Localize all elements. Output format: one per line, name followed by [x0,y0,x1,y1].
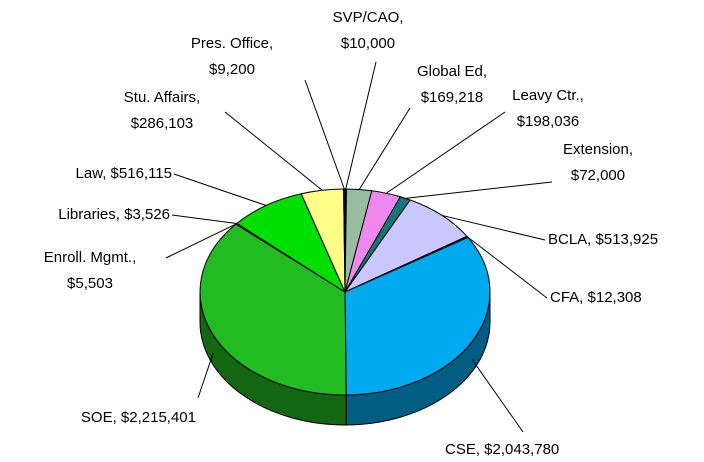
label-line: Global Ed, [417,63,487,80]
leader-line [358,107,411,190]
data-label: Enroll. Mgmt., $5,503 [44,249,137,292]
data-label: Global Ed, $169,218 [417,63,487,106]
data-label: Extension, $72,000 [563,141,633,184]
label-line: Pres. Office, [191,35,273,52]
data-label: SOE, $2,215,401 [81,409,196,426]
label-line: $9,200 [209,61,255,78]
pie-slice [199,223,347,396]
label-line: $286,103 [131,115,194,132]
data-label: BCLA, $513,925 [548,231,658,248]
leader-line [405,181,553,199]
pie-slice [344,236,491,396]
leader-line [304,79,345,190]
leader-line [386,111,506,194]
data-label: CFA, $12,308 [550,289,642,306]
pie-tops [199,188,491,396]
leader-line [345,61,377,190]
data-label: Stu. Affairs, $286,103 [124,89,200,132]
label-line: Enroll. Mgmt., [44,249,137,266]
leader-line [471,359,524,433]
data-label: SVP/CAO, $10,000 [333,9,404,52]
leader-line [441,214,546,241]
data-label: Law, $516,115 [76,165,172,182]
labels: SVP/CAO, $10,000 Global Ed, $169,218 Leavy C… [44,9,658,458]
label-line: $5,503 [67,275,113,292]
label-line: Leavy Ctr., [512,87,584,104]
data-label: CSE, $2,043,780 [445,441,559,458]
label-line: $169,218 [421,89,484,106]
leader-line [171,214,237,225]
leader-line [165,223,237,259]
label-line: Extension, [563,141,633,158]
leader-line [197,352,214,399]
leader-line [467,236,548,299]
label-line: SVP/CAO, [333,9,404,26]
label-line: $10,000 [341,35,395,52]
label-line: $198,036 [517,113,580,130]
label-line: Stu. Affairs, [124,89,200,106]
leader-line [173,173,267,206]
label-line: $72,000 [571,167,625,184]
data-label: Libraries, $3,526 [58,206,170,223]
data-label: Leavy Ctr., $198,036 [512,87,584,130]
leader-line [224,111,323,191]
data-label: Pres. Office, $9,200 [191,35,273,78]
pie-slice [343,188,346,293]
